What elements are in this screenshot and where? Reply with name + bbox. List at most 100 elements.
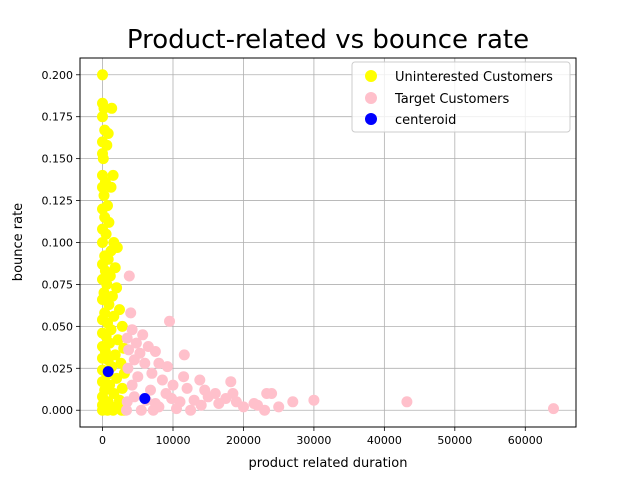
point-uninterested-2 bbox=[98, 102, 110, 114]
data-points bbox=[97, 69, 559, 416]
point-target-53 bbox=[213, 398, 225, 409]
point-target-16 bbox=[122, 362, 134, 374]
point-uninterested-4 bbox=[97, 111, 108, 123]
legend-marker-target bbox=[365, 92, 377, 104]
point-target-57 bbox=[121, 404, 132, 416]
point-uninterested-10 bbox=[97, 153, 109, 165]
point-target-50 bbox=[171, 403, 182, 415]
point-target-42 bbox=[548, 403, 559, 415]
point-target-41 bbox=[401, 396, 413, 408]
point-uninterested-3 bbox=[106, 102, 118, 114]
point-target-4 bbox=[126, 324, 138, 336]
point-target-40 bbox=[308, 394, 320, 406]
point-target-56 bbox=[166, 393, 178, 404]
point-target-20 bbox=[225, 376, 237, 388]
point-target-24 bbox=[181, 382, 193, 394]
point-target-37 bbox=[259, 404, 271, 416]
point-target-21 bbox=[132, 371, 144, 383]
point-target-19 bbox=[194, 374, 206, 386]
point-target-59 bbox=[147, 404, 159, 416]
point-target-18 bbox=[178, 371, 190, 383]
point-target-15 bbox=[139, 357, 151, 369]
point-centeroid-0 bbox=[102, 366, 114, 378]
point-uninterested-14 bbox=[105, 181, 117, 193]
point-target-23 bbox=[167, 379, 179, 391]
x-tick-label-4: 40000 bbox=[367, 434, 402, 447]
point-centeroid-1 bbox=[139, 393, 151, 404]
x-tick-label-3: 30000 bbox=[296, 434, 331, 447]
point-uninterested-24 bbox=[97, 237, 108, 248]
x-tick-label-0: 0 bbox=[99, 434, 106, 447]
point-uninterested-34 bbox=[101, 278, 113, 290]
x-axis-label: product related duration bbox=[249, 456, 408, 471]
point-target-10 bbox=[149, 346, 161, 357]
y-tick-label-8: 0.200 bbox=[42, 69, 74, 82]
point-target-31 bbox=[145, 384, 156, 396]
point-target-14 bbox=[128, 354, 140, 366]
y-tick-label-5: 0.125 bbox=[42, 195, 74, 208]
point-target-1 bbox=[164, 315, 175, 327]
point-target-17 bbox=[146, 367, 158, 379]
point-uninterested-39 bbox=[103, 299, 115, 311]
y-tick-label-2: 0.050 bbox=[42, 320, 74, 333]
point-uninterested-8 bbox=[101, 139, 113, 151]
point-uninterested-0 bbox=[97, 69, 108, 81]
point-target-32 bbox=[126, 379, 138, 391]
point-uninterested-49 bbox=[112, 334, 124, 346]
point-target-48 bbox=[135, 404, 147, 416]
point-target-5 bbox=[121, 332, 133, 344]
point-target-11 bbox=[178, 349, 190, 361]
point-target-33 bbox=[202, 391, 214, 403]
point-target-12 bbox=[153, 357, 165, 369]
point-target-29 bbox=[266, 388, 278, 399]
point-target-7 bbox=[130, 337, 142, 349]
point-uninterested-75 bbox=[107, 404, 119, 416]
y-tick-label-6: 0.150 bbox=[42, 153, 74, 166]
point-uninterested-62 bbox=[111, 372, 123, 384]
y-axis-label: bounce rate bbox=[11, 203, 26, 281]
point-uninterested-11 bbox=[107, 169, 119, 181]
y-tick-label-0: 0.000 bbox=[42, 404, 74, 417]
legend-box bbox=[351, 61, 571, 133]
point-uninterested-15 bbox=[97, 181, 108, 193]
legend-marker-uninterested bbox=[365, 70, 377, 82]
point-uninterested-65 bbox=[116, 382, 128, 394]
point-target-39 bbox=[287, 396, 299, 408]
x-tick-label-6: 60000 bbox=[508, 434, 543, 447]
point-target-58 bbox=[238, 401, 249, 413]
legend-label-centeroid: centeroid bbox=[395, 113, 456, 128]
point-target-3 bbox=[137, 329, 149, 341]
legend: Uninterested Customers Target Customers … bbox=[351, 61, 571, 133]
point-target-22 bbox=[156, 374, 168, 386]
x-tick-label-5: 50000 bbox=[437, 434, 472, 447]
point-uninterested-6 bbox=[102, 128, 114, 139]
y-tick-label-7: 0.175 bbox=[42, 111, 74, 124]
point-target-8 bbox=[123, 344, 135, 356]
legend-label-target: Target Customers bbox=[394, 92, 509, 107]
axis-ticks: 0 10000 20000 30000 40000 50000 60000 0.000 0.02… bbox=[42, 69, 543, 447]
y-tick-label-1: 0.025 bbox=[42, 362, 74, 375]
point-target-38 bbox=[273, 401, 285, 413]
legend-marker-centeroid bbox=[365, 113, 377, 125]
point-uninterested-45 bbox=[116, 320, 128, 332]
point-target-2 bbox=[125, 307, 137, 319]
point-uninterested-18 bbox=[97, 203, 108, 215]
point-uninterested-30 bbox=[109, 262, 121, 274]
y-tick-label-4: 0.100 bbox=[42, 237, 74, 250]
point-target-51 bbox=[185, 404, 197, 416]
point-uninterested-16 bbox=[98, 190, 110, 201]
y-tick-label-3: 0.075 bbox=[42, 278, 74, 291]
point-target-13 bbox=[161, 361, 173, 373]
x-tick-label-1: 10000 bbox=[156, 434, 191, 447]
point-target-0 bbox=[123, 270, 135, 282]
point-uninterested-22 bbox=[100, 228, 112, 240]
point-target-54 bbox=[128, 391, 140, 403]
point-uninterested-35 bbox=[111, 282, 123, 294]
legend-label-uninterested: Uninterested Customers bbox=[395, 70, 553, 85]
chart-title: Product-related vs bounce rate bbox=[127, 25, 529, 55]
point-uninterested-37 bbox=[106, 290, 118, 302]
point-target-52 bbox=[195, 399, 207, 411]
x-tick-label-2: 20000 bbox=[226, 434, 261, 447]
